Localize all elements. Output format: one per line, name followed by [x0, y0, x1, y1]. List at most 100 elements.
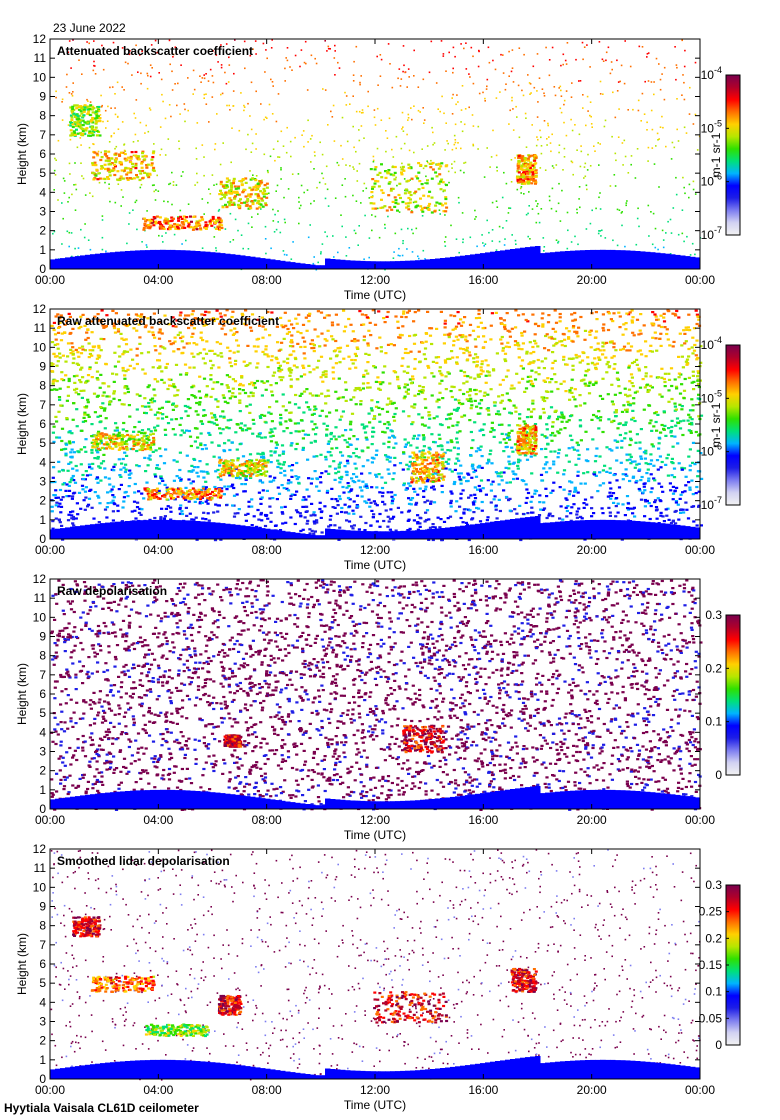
colorbar-tick-label: 0 [715, 768, 722, 782]
y-tick-label: 6 [39, 687, 46, 701]
y-axis-label: Height (km) [15, 933, 29, 995]
colorbar-tick-label: 0.3 [705, 608, 722, 622]
x-tick-label: 00:00 [685, 1083, 715, 1097]
y-tick-label: 3 [39, 1015, 46, 1029]
x-tick-label: 04:00 [143, 813, 173, 827]
y-tick-label: 12 [33, 32, 47, 46]
y-tick-label: 2 [39, 224, 46, 238]
x-axis-label: Time (UTC) [344, 288, 406, 302]
colorbar-unit-label: m-1 sr-1 [709, 402, 723, 447]
y-tick-label: 7 [39, 668, 46, 682]
y-tick-label: 12 [33, 572, 47, 586]
x-tick-label: 20:00 [577, 813, 607, 827]
x-tick-label: 08:00 [252, 543, 282, 557]
x-tick-label: 20:00 [577, 1083, 607, 1097]
y-tick-label: 8 [39, 919, 46, 933]
y-tick-label: 12 [33, 302, 47, 316]
y-tick-label: 11 [34, 861, 47, 875]
y-tick-label: 3 [39, 745, 46, 759]
x-tick-label: 00:00 [35, 543, 65, 557]
date-label: 23 June 2022 [53, 21, 126, 35]
y-tick-label: 10 [33, 340, 47, 354]
y-tick-label: 5 [39, 166, 46, 180]
panel-title: Raw attenuated backscatter coefficient [57, 314, 279, 328]
y-tick-label: 9 [39, 90, 46, 104]
y-tick-label: 8 [39, 649, 46, 663]
colorbar-tick-label: 10-7 [701, 225, 722, 242]
x-tick-label: 20:00 [577, 273, 607, 287]
y-tick-label: 2 [39, 494, 46, 508]
y-tick-label: 7 [39, 128, 46, 142]
y-tick-label: 2 [39, 764, 46, 778]
colorbar-tick-label: 0.05 [699, 1011, 723, 1025]
y-tick-label: 11 [34, 321, 47, 335]
y-tick-label: 9 [39, 900, 46, 914]
y-tick-label: 3 [39, 205, 46, 219]
colorbar-tick-label: 0.2 [705, 661, 722, 675]
y-tick-label: 8 [39, 109, 46, 123]
y-tick-label: 1 [39, 513, 46, 527]
heatmap-field [50, 849, 701, 1081]
x-tick-label: 00:00 [685, 813, 715, 827]
x-tick-label: 12:00 [360, 273, 390, 287]
colorbar-tick-label: 10-4 [701, 65, 722, 82]
y-tick-label: 11 [34, 51, 47, 65]
y-tick-label: 0 [39, 532, 46, 546]
x-tick-label: 16:00 [468, 543, 498, 557]
y-axis-label: Height (km) [15, 663, 29, 725]
y-tick-label: 9 [39, 630, 46, 644]
x-tick-label: 16:00 [468, 273, 498, 287]
x-tick-label: 08:00 [252, 273, 282, 287]
colorbar [725, 344, 741, 506]
y-axis-label: Height (km) [15, 393, 29, 455]
x-tick-label: 08:00 [252, 813, 282, 827]
heatmap-field [50, 39, 702, 271]
y-tick-label: 0 [39, 802, 46, 816]
y-tick-label: 6 [39, 417, 46, 431]
colorbar-tick-label: 0.3 [705, 878, 722, 892]
plot-area [50, 579, 700, 809]
y-tick-label: 10 [33, 70, 47, 84]
y-tick-label: 0 [39, 262, 46, 276]
x-axis-label: Time (UTC) [344, 828, 406, 842]
colorbar-tick-label: 0.15 [699, 958, 723, 972]
y-tick-label: 10 [33, 880, 47, 894]
colorbar-unit-label: m-1 sr-1 [709, 132, 723, 177]
y-tick-label: 1 [39, 783, 46, 797]
heatmap-field [50, 579, 703, 811]
y-tick-label: 6 [39, 957, 46, 971]
y-tick-label: 7 [39, 938, 46, 952]
x-tick-label: 12:00 [360, 1083, 390, 1097]
plot-area [50, 849, 700, 1079]
x-tick-label: 12:00 [360, 813, 390, 827]
x-axis-label: Time (UTC) [344, 1098, 406, 1112]
y-tick-label: 4 [39, 185, 46, 199]
x-tick-label: 00:00 [685, 273, 715, 287]
y-axis-label: Height (km) [15, 123, 29, 185]
y-tick-label: 0 [39, 1072, 46, 1086]
instrument-label: Hyytiala Vaisala CL61D ceilometer [4, 1101, 199, 1115]
y-tick-label: 4 [39, 725, 46, 739]
y-tick-label: 5 [39, 436, 46, 450]
x-tick-label: 16:00 [468, 1083, 498, 1097]
colorbar-tick-label: 0 [715, 1038, 722, 1052]
y-tick-label: 11 [34, 591, 47, 605]
y-tick-label: 1 [39, 243, 46, 257]
x-tick-label: 12:00 [360, 543, 390, 557]
x-tick-label: 08:00 [252, 1083, 282, 1097]
x-tick-label: 04:00 [143, 273, 173, 287]
colorbar-tick-label: 0.2 [705, 931, 722, 945]
x-tick-label: 04:00 [143, 543, 173, 557]
colorbar-tick-label: 0.25 [699, 905, 723, 919]
panel-title: Attenuated backscatter coefficient [57, 44, 253, 58]
x-tick-label: 16:00 [468, 813, 498, 827]
x-tick-label: 00:00 [35, 813, 65, 827]
x-axis-label: Time (UTC) [344, 558, 406, 572]
panel-title: Raw depolarisation [57, 584, 167, 598]
y-tick-label: 10 [33, 610, 47, 624]
y-tick-label: 2 [39, 1034, 46, 1048]
panel-title: Smoothed lidar depolarisation [57, 854, 230, 868]
